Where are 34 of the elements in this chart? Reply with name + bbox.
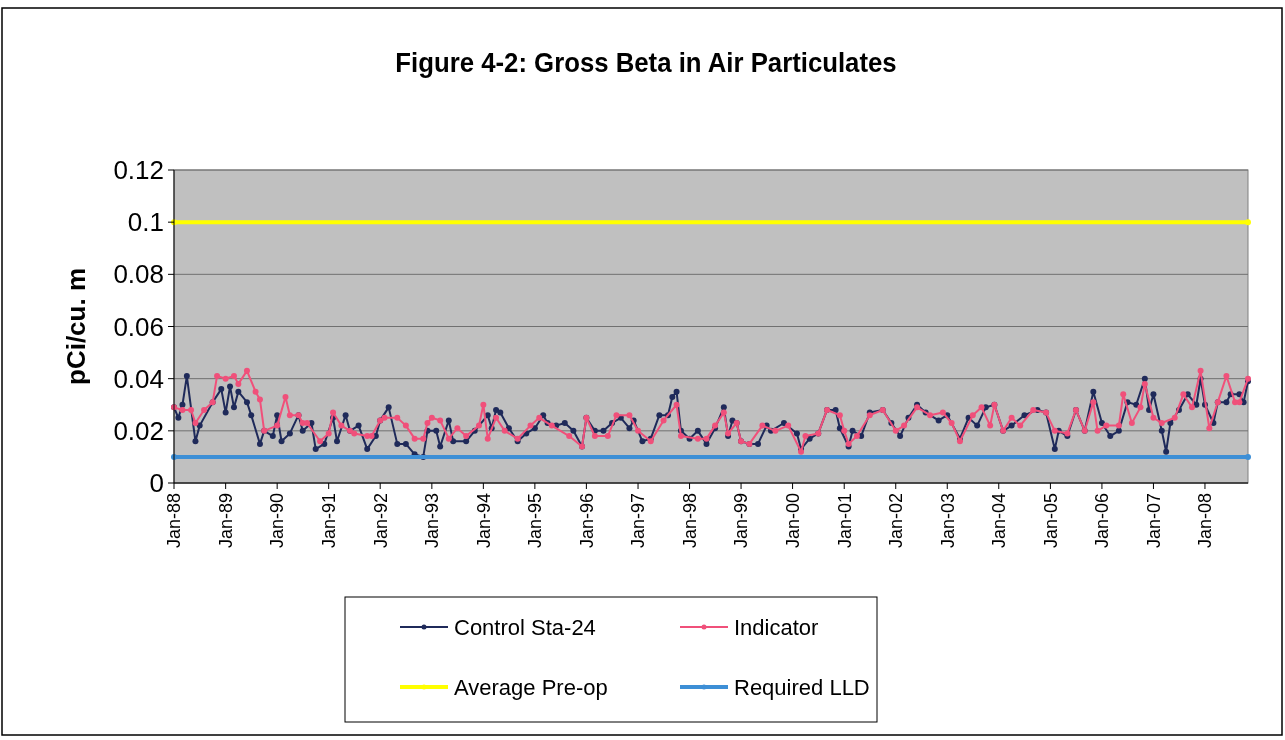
x-tick-label: Jan-94 <box>473 493 494 549</box>
x-tick-label: Jan-02 <box>886 493 907 549</box>
legend-label: Indicator <box>734 614 819 640</box>
chart-title: Figure 4-2: Gross Beta in Air Particulates <box>395 47 897 79</box>
x-tick-label: Jan-93 <box>422 493 443 549</box>
y-tick-label: 0.08 <box>113 259 164 290</box>
y-tick-label: 0.12 <box>113 155 164 186</box>
legend-label: Control Sta-24 <box>454 614 596 640</box>
x-tick-label: Jan-98 <box>679 493 700 549</box>
y-tick-label: 0.1 <box>127 207 164 238</box>
y-tick-label: 0.06 <box>113 311 164 342</box>
x-tick-label: Jan-00 <box>782 493 803 549</box>
y-tick-label: 0.04 <box>113 363 164 394</box>
x-tick-label: Jan-97 <box>628 493 649 549</box>
x-tick-label: Jan-89 <box>215 493 236 549</box>
x-tick-label: Jan-91 <box>318 493 339 549</box>
x-tick-label: Jan-92 <box>370 493 391 549</box>
x-tick-label: Jan-07 <box>1143 493 1164 549</box>
x-tick-label: Jan-90 <box>267 493 288 549</box>
x-tick-label: Jan-05 <box>1040 493 1061 549</box>
x-tick-label: Jan-88 <box>164 493 185 549</box>
x-tick-label: Jan-01 <box>834 493 855 549</box>
legend-label: Required LLD <box>734 674 870 700</box>
x-tick-label: Jan-99 <box>731 493 752 549</box>
legend-label: Average Pre-op <box>454 674 608 700</box>
x-tick-label: Jan-06 <box>1092 493 1113 549</box>
x-tick-label: Jan-08 <box>1195 493 1216 549</box>
y-axis-title: pCi/cu. m <box>61 267 91 386</box>
x-tick-label: Jan-04 <box>989 493 1010 549</box>
x-tick-label: Jan-96 <box>576 493 597 549</box>
x-tick-label: Jan-03 <box>937 493 958 549</box>
y-tick-label: 0 <box>149 468 164 499</box>
y-tick-label: 0.02 <box>113 415 164 446</box>
x-tick-label: Jan-95 <box>525 493 546 549</box>
